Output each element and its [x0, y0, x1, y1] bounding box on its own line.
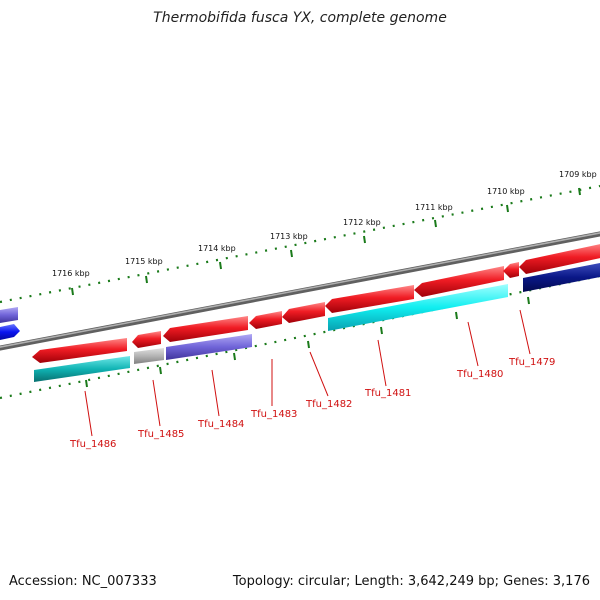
inner-ruler	[0, 274, 600, 400]
ruler-tick	[363, 235, 366, 244]
leader-line	[309, 351, 329, 397]
gene-arrow-tfu-1485[interactable]	[132, 331, 161, 348]
ruler-tick	[85, 379, 88, 388]
ruler-tick	[434, 219, 437, 228]
ruler-label: 1709 kbp	[559, 170, 597, 179]
cog-bar-purple-left	[0, 307, 18, 323]
outer-ruler-dots	[0, 184, 600, 304]
gene-label[interactable]: Tfu_1486	[69, 439, 116, 450]
gene-arrow-tfu-1479[interactable]	[503, 262, 519, 278]
ruler-tick	[233, 352, 236, 361]
ruler-tick	[159, 366, 162, 375]
gene-label[interactable]: Tfu_1479	[508, 357, 555, 368]
ruler-label: 1714 kbp	[198, 244, 236, 253]
cog-bar-teal	[34, 356, 130, 382]
accession-text: Accession: NC_007333	[9, 574, 157, 589]
ruler-tick	[380, 326, 383, 335]
outer-ruler: 1716 kbp 1715 kbp 1714 kbp 1713 kbp 1712…	[0, 170, 600, 304]
ruler-label: 1713 kbp	[270, 232, 308, 241]
ruler-tick	[307, 340, 310, 349]
ruler-label: 1715 kbp	[125, 257, 163, 266]
leader-line	[152, 379, 161, 427]
leader-line	[377, 339, 387, 387]
gene-arrow-tfu-1482[interactable]	[282, 302, 325, 323]
ruler-label: 1710 kbp	[487, 187, 525, 196]
leader-line	[467, 321, 479, 367]
cog-bar-purple	[166, 334, 252, 360]
genome-backbone-highlight	[0, 232, 600, 348]
cog-arrow-blue-left	[0, 324, 20, 340]
gene-track-reverse[interactable]	[32, 243, 600, 363]
inner-ruler-dots	[0, 274, 600, 400]
cog-track	[0, 262, 600, 382]
gene-arrow-tfu-1486[interactable]	[32, 338, 127, 363]
gene-label[interactable]: Tfu_1485	[137, 429, 184, 440]
ruler-tick	[527, 296, 530, 305]
ruler-label: 1716 kbp	[52, 269, 90, 278]
gene-arrow-tfu-1480[interactable]	[414, 266, 504, 297]
genome-summary-text: Topology: circular; Length: 3,642,249 bp…	[232, 574, 590, 589]
ruler-tick	[578, 187, 581, 196]
gene-arrow-tfu-1484[interactable]	[163, 316, 248, 342]
gene-label[interactable]: Tfu_1484	[197, 419, 244, 430]
ruler-tick	[71, 287, 74, 296]
cog-bar-navy	[523, 262, 600, 292]
cog-bar-gray	[134, 348, 164, 364]
gene-arrow-tfu-1481[interactable]	[325, 285, 414, 313]
leader-line	[519, 309, 531, 355]
ruler-label: 1711 kbp	[415, 203, 453, 212]
ruler-label: 1712 kbp	[343, 218, 381, 227]
gene-labels: Tfu_1486 Tfu_1485 Tfu_1484 Tfu_1483 Tfu_…	[69, 357, 555, 450]
gene-arrow-partial[interactable]	[519, 243, 600, 274]
ruler-tick	[506, 204, 509, 213]
gene-label[interactable]: Tfu_1483	[250, 409, 297, 420]
leader-line	[211, 369, 220, 417]
ruler-tick	[145, 275, 148, 284]
cog-bar-cyan	[328, 284, 508, 331]
gene-arrow-tfu-1483[interactable]	[249, 311, 282, 329]
ruler-tick	[219, 261, 222, 270]
leader-line	[84, 390, 93, 437]
ruler-tick	[290, 249, 293, 258]
page-title: Thermobifida fusca YX, complete genome	[153, 10, 447, 26]
label-leaders	[84, 309, 531, 437]
ruler-tick	[455, 311, 458, 320]
gene-label[interactable]: Tfu_1482	[305, 399, 352, 410]
gene-label[interactable]: Tfu_1481	[364, 388, 411, 399]
gene-label[interactable]: Tfu_1480	[456, 369, 503, 380]
